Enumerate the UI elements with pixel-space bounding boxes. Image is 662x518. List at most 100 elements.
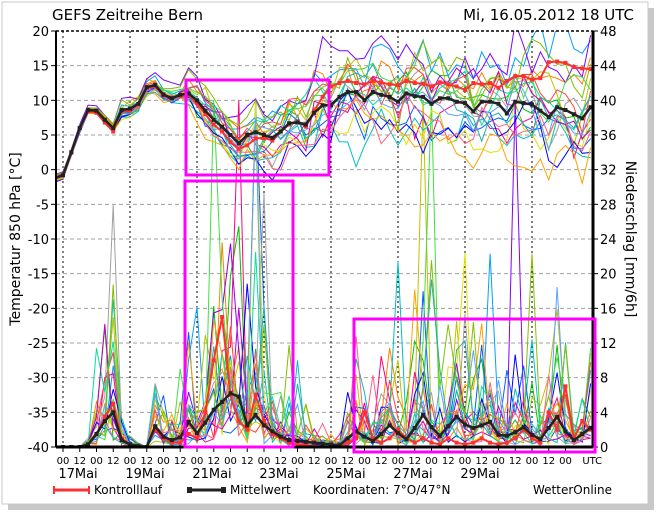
x-tick-label: 00 (492, 456, 505, 467)
mean-temperature-point (169, 96, 174, 101)
mean-precip-point (320, 441, 325, 446)
control-temperature-point (538, 76, 543, 81)
mean-precip-point (454, 414, 459, 419)
x-tick-label: 00 (191, 456, 204, 467)
mean-precip-point (538, 437, 543, 442)
control-temperature-point (345, 78, 350, 83)
date-label: 21Mai (192, 467, 231, 482)
mean-temperature-point (454, 99, 459, 104)
y-tick-label-left: -35 (28, 406, 49, 421)
ensemble-member-temperature-line (56, 91, 592, 186)
control-precip-point (421, 436, 426, 441)
control-temperature-point (446, 82, 451, 87)
mean-precip-point (588, 425, 593, 430)
ensemble-member-temperature-line (56, 31, 592, 175)
plot-border (55, 30, 595, 449)
control-temperature-point (203, 112, 208, 117)
control-precip-point (102, 414, 107, 419)
series-lines (56, 31, 593, 447)
mean-precip-point (437, 433, 442, 438)
x-tick-label: 12 (341, 456, 354, 467)
x-tick-label: 12 (107, 456, 120, 467)
legend-control: Kontrolllauf (53, 483, 163, 497)
x-tick-label: 00 (325, 456, 338, 467)
y-tick-label-left: -15 (28, 268, 49, 283)
control-precip-point (303, 443, 308, 447)
x-tick-label: 12 (241, 456, 254, 467)
date-label: 25Mai (326, 467, 365, 482)
mean-precip-point (479, 423, 484, 428)
control-precip-point (387, 436, 392, 441)
x-tick-label: 12 (140, 456, 153, 467)
mean-precip-point (446, 424, 451, 429)
ensemble-member-temperature-line (56, 57, 592, 177)
control-temperature-point (479, 82, 484, 87)
mean-precip-point (102, 419, 107, 423)
x-tick-label: 00 (57, 456, 70, 467)
control-precip-point (496, 442, 501, 447)
x-tick-label: 00 (291, 456, 304, 467)
mean-precip-point (521, 425, 526, 430)
control-precip-point (287, 440, 292, 445)
x-tick-label: 00 (224, 456, 237, 467)
control-precip-point (521, 427, 526, 432)
y-tick-label-left: -40 (28, 441, 49, 456)
mean-temperature-point (571, 112, 576, 117)
mean-precip-point (245, 423, 250, 428)
run-label: Mi, 16.05.2012 18 UTC (463, 6, 634, 24)
control-temperature-point (412, 81, 417, 85)
highlight-box-temperature-dip (184, 78, 331, 177)
x-tick-label: 12 (274, 456, 287, 467)
mean-temperature-point (102, 117, 107, 122)
mean-temperature-point (379, 92, 384, 97)
mean-precip-point (203, 420, 208, 425)
y-tick-label-left: 10 (32, 94, 49, 109)
mean-temperature-point (429, 101, 434, 106)
source-label: WetterOnline (533, 483, 612, 497)
control-temperature-point (496, 85, 501, 90)
control-temperature-point (236, 146, 241, 151)
mean-temperature-point (446, 96, 451, 101)
mean-precip-point (429, 425, 434, 430)
y-tick-label-right: 20 (600, 268, 617, 283)
control-precip-point (253, 393, 258, 397)
control-temperature-point (471, 81, 476, 85)
control-precip-point (345, 440, 350, 445)
mean-precip-point (555, 414, 560, 419)
legend: Kontrolllauf Mittelwert Koordinaten: 7°O… (53, 483, 612, 497)
y-tick-label-right: 16 (600, 302, 617, 317)
mean-temperature-point (370, 90, 375, 95)
control-temperature-point (571, 65, 576, 70)
mean-precip-point (546, 425, 551, 430)
date-label: 17Mai (58, 467, 97, 482)
mean-temperature-point (161, 92, 166, 97)
y-tick-label-right: 4 (600, 406, 608, 421)
control-temperature-point (220, 129, 225, 134)
mean-precip-point (161, 434, 166, 439)
x-tick-label: 00 (358, 456, 371, 467)
mean-temperature-point (488, 99, 493, 104)
highlight-box-precip-peak (183, 179, 295, 449)
mean-temperature-point (437, 96, 442, 101)
y-tick-label-left: 5 (41, 129, 49, 144)
mean-precip-point (328, 442, 333, 447)
x-tick-label: 00 (124, 456, 137, 467)
control-temperature-point (245, 143, 250, 148)
highlight-box-late-precip (352, 317, 597, 454)
control-temperature-point (588, 67, 593, 72)
mean-temperature-point (236, 141, 241, 146)
x-axis-labels: 00 12 00 12 00 12 00 12 00 12 00 12 00 12 00 12 00 12 00 12… (57, 456, 603, 482)
mean-precip-point (387, 423, 392, 428)
x-tick-label: 00 (559, 456, 572, 467)
x-tick-label: 00 (526, 456, 539, 467)
mean-precip-point (194, 431, 199, 436)
mean-temperature-point (471, 109, 476, 114)
control-precip-point (111, 401, 116, 406)
date-label: 29Mai (460, 467, 499, 482)
mean-temperature-point (580, 116, 585, 121)
mean-precip-point (580, 432, 585, 436)
mean-temperature-point (94, 108, 99, 113)
mean-precip-point (529, 432, 534, 437)
highlight-boxes (183, 78, 597, 454)
mean-temperature-point (513, 99, 518, 104)
